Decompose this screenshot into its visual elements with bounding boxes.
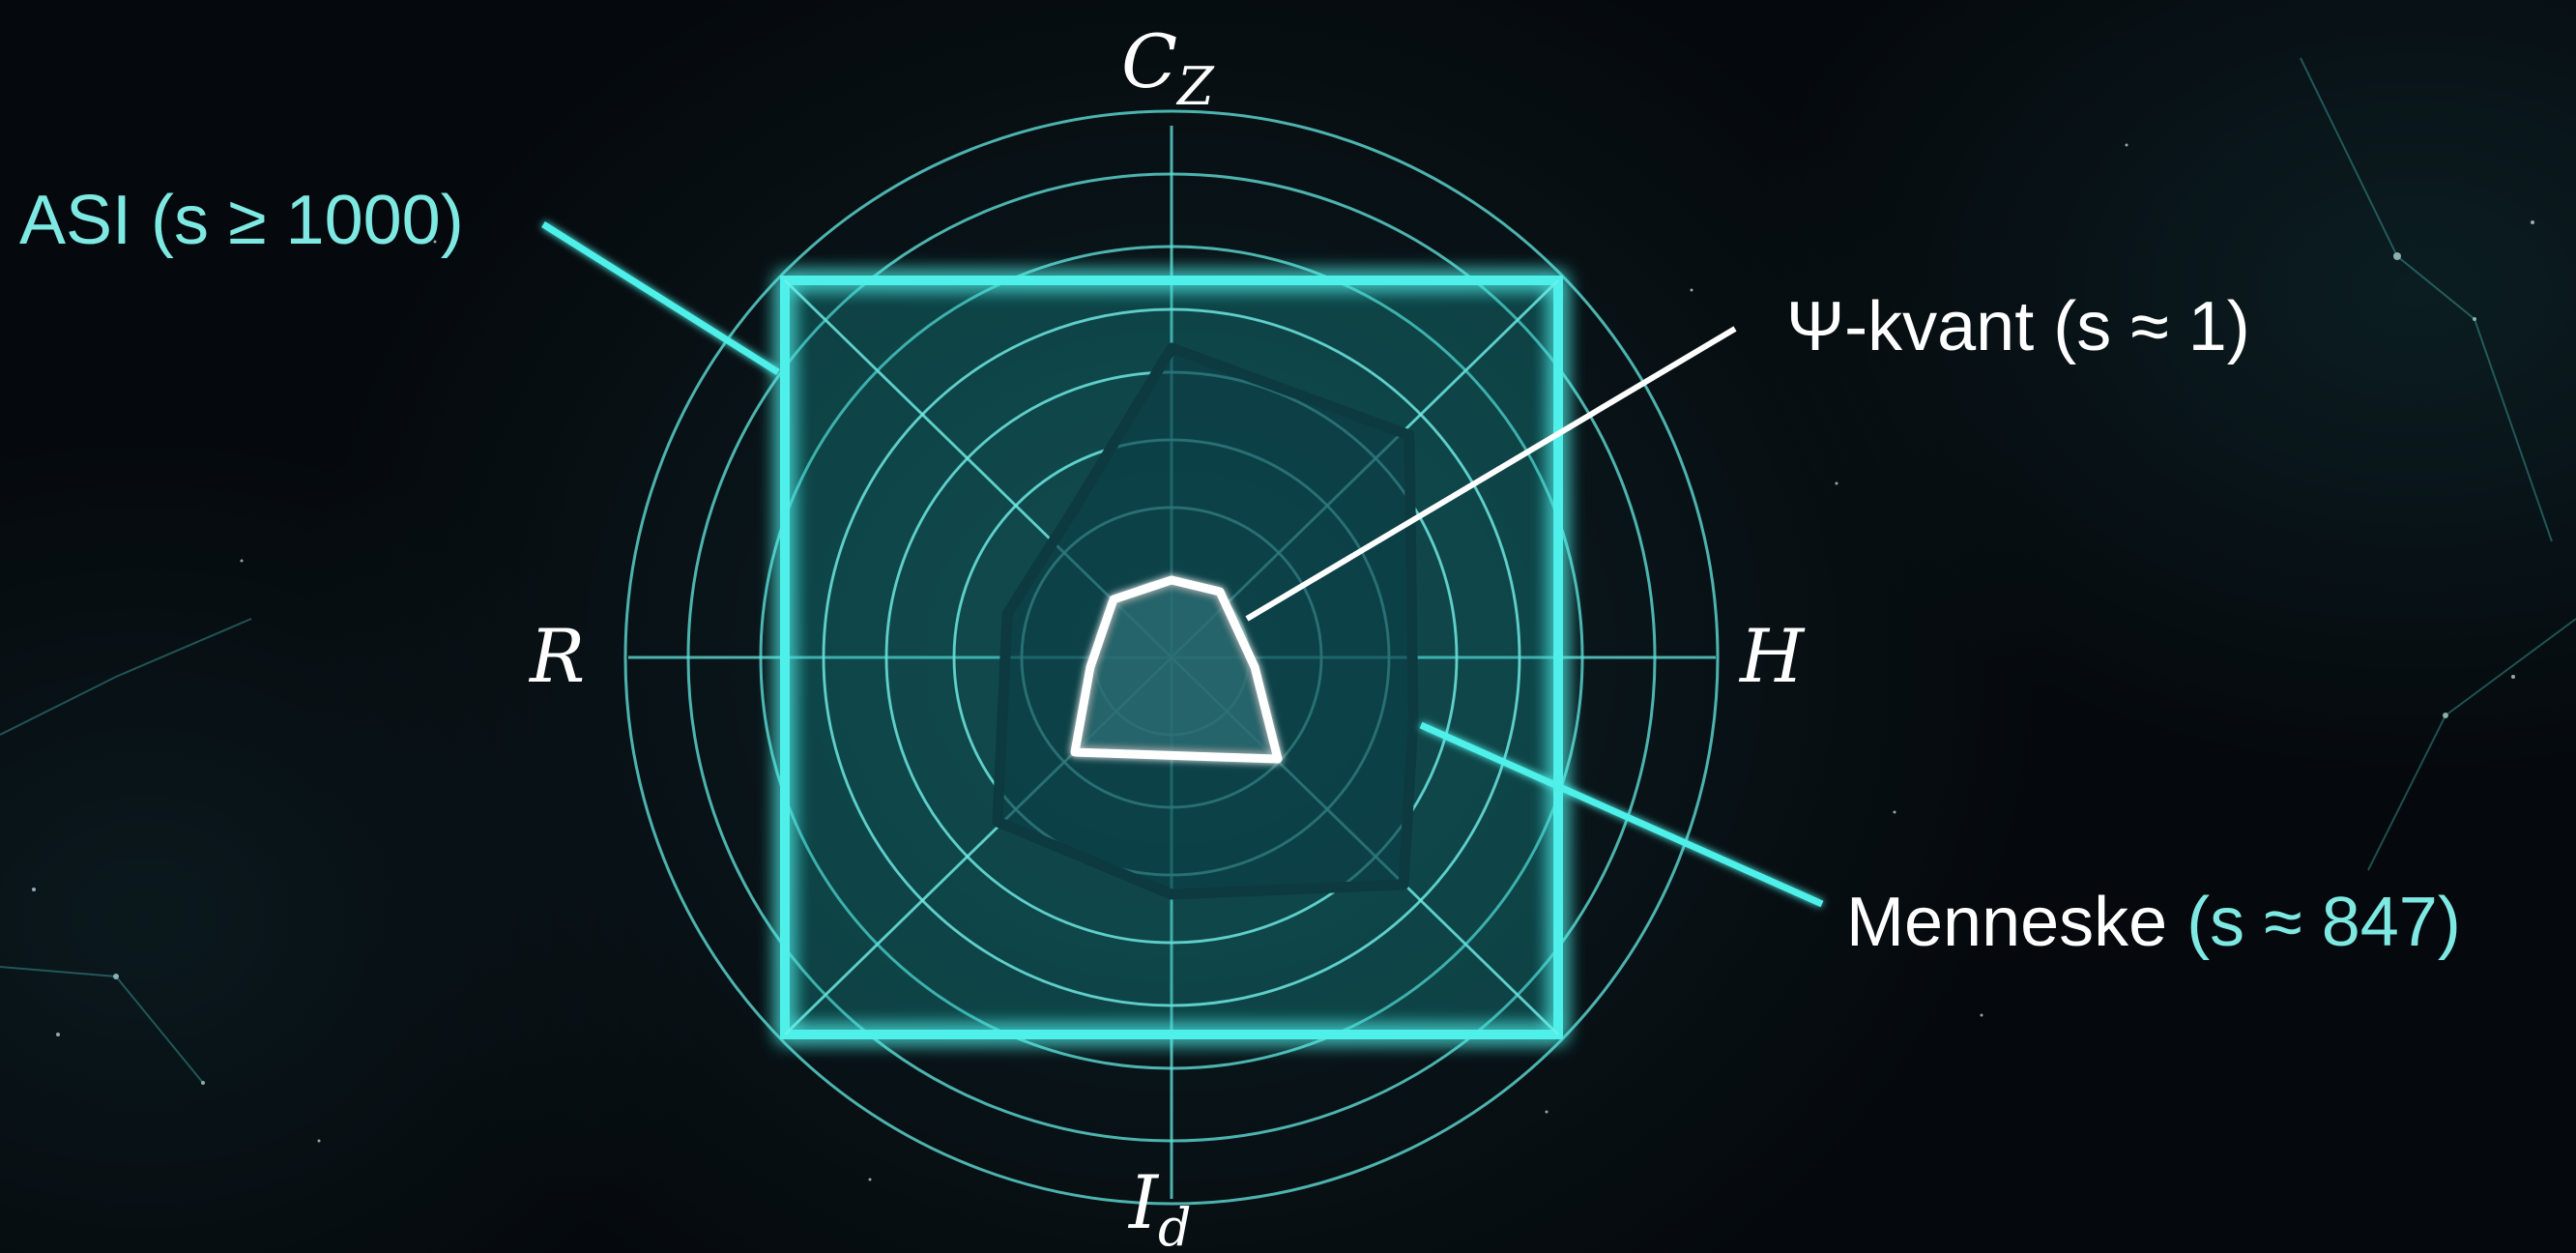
asi-leader-line: [541, 221, 780, 375]
axis-label-id: Id: [1127, 1159, 1192, 1253]
axis-label-h: H: [1738, 613, 1806, 699]
constellation-lines: [0, 57, 2576, 1084]
asi-label: ASI (s ≥ 1000): [19, 182, 464, 259]
psi-kvant-leader-line: [1245, 326, 1737, 622]
axis-label-r: R: [528, 613, 585, 699]
grid-ring: [623, 109, 1720, 1206]
psi-kvant-label: Ψ-kvant (s ≈ 1): [1786, 288, 2250, 365]
menneske-label: Menneske (s ≈ 847): [1846, 884, 2461, 961]
menneske-leader-line: [1419, 721, 1824, 908]
starfield: [32, 143, 2534, 1181]
psi-kvant-polygon: [1070, 575, 1283, 764]
axis-label-cz: CZ: [1121, 18, 1215, 117]
